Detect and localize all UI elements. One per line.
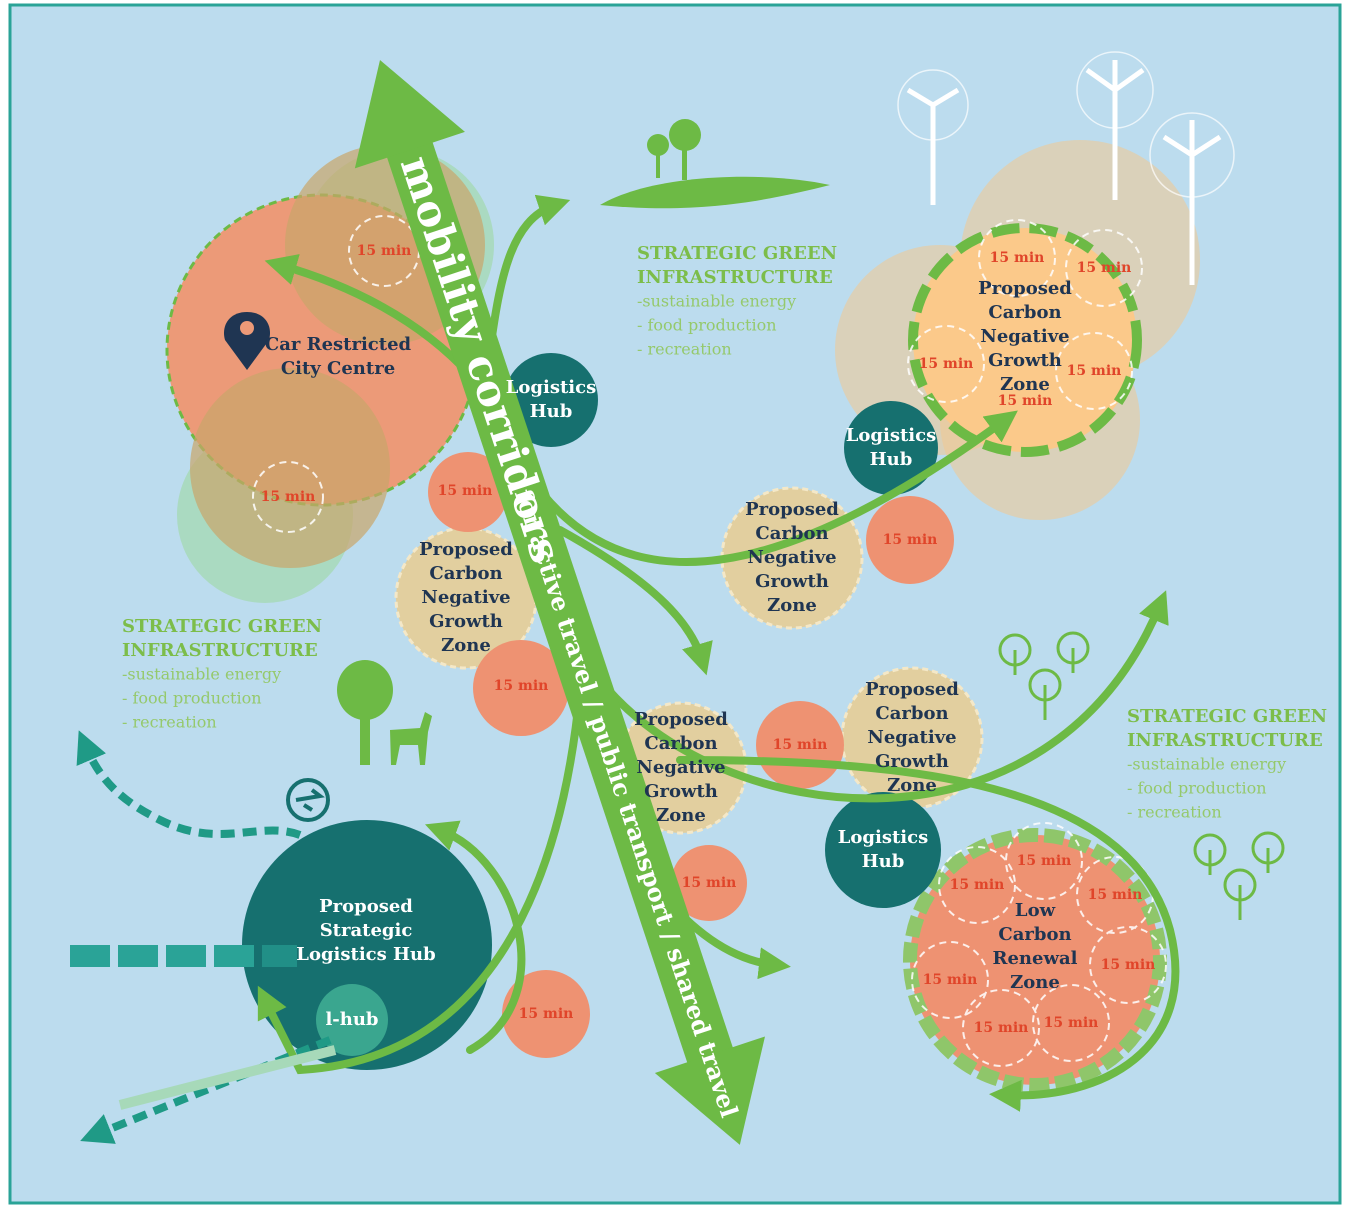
hub-label: Hub bbox=[862, 851, 905, 872]
diagram: mobility corridors for active travel / p… bbox=[0, 0, 1346, 1208]
time-label: 15 min bbox=[1088, 887, 1143, 903]
zone-label: Negative bbox=[867, 727, 956, 748]
zone-label: Growth bbox=[875, 751, 949, 772]
time-label: 15 min bbox=[682, 875, 737, 891]
zone-label: Negative bbox=[636, 757, 725, 778]
time-label: 15 min bbox=[357, 243, 412, 259]
green-item: -sustainable energy bbox=[637, 292, 796, 311]
green-item: - food production bbox=[1127, 779, 1267, 798]
zone-label: Carbon bbox=[988, 302, 1061, 323]
green-item: - recreation bbox=[1127, 803, 1222, 822]
zone-label: Proposed bbox=[419, 539, 513, 560]
time-label: 15 min bbox=[990, 250, 1045, 266]
time-label: 15 min bbox=[1077, 260, 1132, 276]
zone-label: Proposed bbox=[745, 499, 839, 520]
zone-label: Zone bbox=[1000, 374, 1050, 395]
green-item: - recreation bbox=[122, 713, 217, 732]
zone-label: Carbon bbox=[875, 703, 948, 724]
green-title: INFRASTRUCTURE bbox=[1127, 730, 1323, 751]
hub-label: Hub bbox=[530, 401, 573, 422]
time-label: 15 min bbox=[773, 737, 828, 753]
zone-label: Carbon bbox=[755, 523, 828, 544]
l-hub-label: l-hub bbox=[325, 1009, 378, 1030]
zone-label: Zone bbox=[767, 595, 817, 616]
green-title: STRATEGIC GREEN bbox=[637, 243, 837, 264]
time-label: 15 min bbox=[950, 877, 1005, 893]
page: mobility corridors for active travel / p… bbox=[0, 0, 1346, 1208]
time-label: 15 min bbox=[1044, 1015, 1099, 1031]
zone-label: Strategic bbox=[320, 920, 413, 941]
hub-label: Logistics bbox=[838, 827, 928, 848]
zone-label: Carbon bbox=[644, 733, 717, 754]
time-label: 15 min bbox=[1101, 957, 1156, 973]
green-title: STRATEGIC GREEN bbox=[122, 616, 322, 637]
hub-label: Hub bbox=[870, 449, 913, 470]
zone-label: Zone bbox=[887, 775, 937, 796]
zone-label: Renewal bbox=[993, 948, 1078, 969]
green-item: - food production bbox=[122, 689, 262, 708]
green-item: -sustainable energy bbox=[1127, 755, 1286, 774]
time-label: 15 min bbox=[974, 1020, 1029, 1036]
zone-label: Proposed bbox=[319, 896, 413, 917]
zone-label: Carbon bbox=[429, 563, 502, 584]
zone-label: Low bbox=[1015, 900, 1056, 921]
zone-label: Growth bbox=[988, 350, 1062, 371]
time-label: 15 min bbox=[1017, 853, 1072, 869]
zone-label: Zone bbox=[656, 805, 706, 826]
time-label: 15 min bbox=[1067, 363, 1122, 379]
time-label: 15 min bbox=[998, 393, 1053, 409]
time-label: 15 min bbox=[923, 972, 978, 988]
hub-label: Logistics bbox=[506, 377, 596, 398]
zone-label: Carbon bbox=[998, 924, 1071, 945]
green-title: INFRASTRUCTURE bbox=[122, 640, 318, 661]
time-label: 15 min bbox=[438, 483, 493, 499]
time-label: 15 min bbox=[519, 1006, 574, 1022]
zone-label: City Centre bbox=[281, 358, 395, 379]
zone-label: Growth bbox=[429, 611, 503, 632]
hub-label: Logistics bbox=[846, 425, 936, 446]
zone-label: Negative bbox=[747, 547, 836, 568]
time-label: 15 min bbox=[919, 356, 974, 372]
zone-label: Growth bbox=[644, 781, 718, 802]
zone-label: Growth bbox=[755, 571, 829, 592]
time-label: 15 min bbox=[883, 532, 938, 548]
time-label: 15 min bbox=[261, 489, 316, 505]
green-item: -sustainable energy bbox=[122, 665, 281, 684]
zone-label: Negative bbox=[980, 326, 1069, 347]
zone-label: Logistics Hub bbox=[296, 944, 435, 965]
zone-label: Proposed bbox=[634, 709, 728, 730]
green-title: INFRASTRUCTURE bbox=[637, 267, 833, 288]
zone-label: Car Restricted bbox=[265, 334, 412, 355]
zone-label: Zone bbox=[1010, 972, 1060, 993]
zone-label: Negative bbox=[421, 587, 510, 608]
zone-label: Proposed bbox=[865, 679, 959, 700]
green-item: - recreation bbox=[637, 340, 732, 359]
zone-label: Proposed bbox=[978, 278, 1072, 299]
green-item: - food production bbox=[637, 316, 777, 335]
time-label: 15 min bbox=[494, 678, 549, 694]
green-title: STRATEGIC GREEN bbox=[1127, 706, 1327, 727]
zone-label: Zone bbox=[441, 635, 491, 656]
